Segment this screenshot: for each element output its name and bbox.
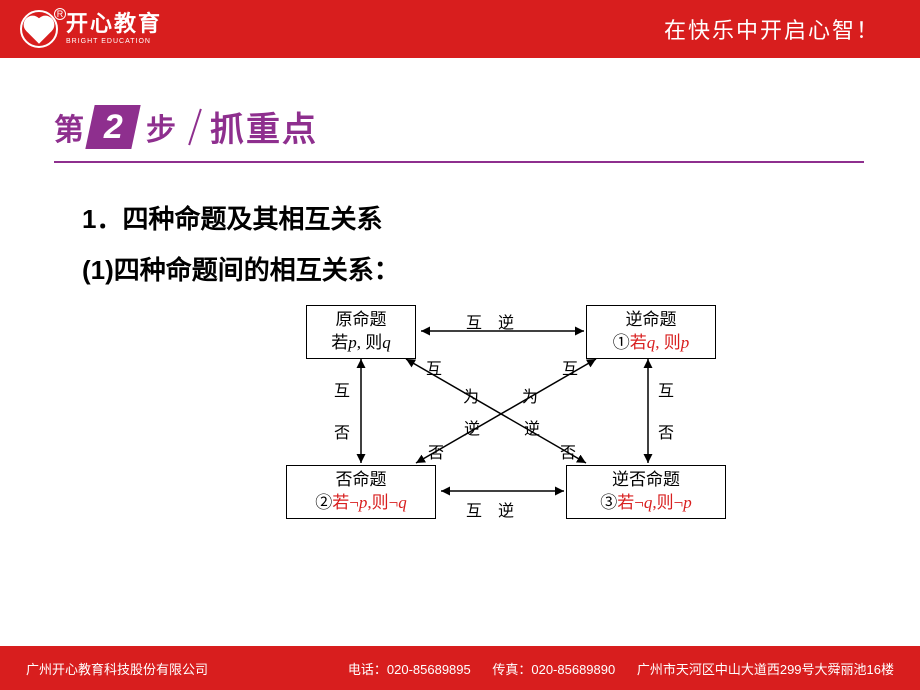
node-converse: 逆命题 ①若q, 则p xyxy=(586,305,716,359)
node-negation: 否命题 ②若¬p,则¬q xyxy=(286,465,436,519)
header-slogan: 在快乐中开启心智！ xyxy=(664,13,880,45)
heading-underline xyxy=(54,161,864,163)
label-right-2: 否 xyxy=(658,419,674,443)
label-d2c: 逆 xyxy=(464,415,480,439)
footer-fax: 传真：020-85689890 xyxy=(492,662,615,677)
section-heading-2: (1)四种命题间的相互关系： xyxy=(82,250,920,287)
label-d2b: 为 xyxy=(522,383,538,407)
logo-text: 开心教育 BRIGHT EDUCATION xyxy=(66,13,162,45)
label-top: 互 逆 xyxy=(466,309,514,333)
proposition-diagram: 原命题 若p, 则q 逆命题 ①若q, 则p 否命题 ②若¬p,则¬q 逆否命题… xyxy=(266,305,736,525)
label-left-2: 否 xyxy=(334,419,350,443)
label-bottom: 互 逆 xyxy=(466,497,514,521)
footer-address: 广州市天河区中山大道西299号大舜丽池16楼 xyxy=(637,662,894,677)
footer-phone: 电话：020-85689895 xyxy=(348,662,471,677)
step-heading: 第 2 步 抓重点 xyxy=(54,102,920,151)
step-bu: 步 xyxy=(146,105,176,149)
step-number-badge: 2 xyxy=(85,105,140,149)
step-di: 第 xyxy=(54,105,84,149)
step-title: 抓重点 xyxy=(210,102,318,151)
logo-heart-icon: R xyxy=(20,10,58,48)
label-d2d: 否 xyxy=(428,439,444,463)
label-d2a: 互 xyxy=(562,355,578,379)
header-bar: R 开心教育 BRIGHT EDUCATION 在快乐中开启心智！ xyxy=(0,0,920,58)
footer-company: 广州开心教育科技股份有限公司 xyxy=(26,659,208,678)
label-d1a: 互 xyxy=(426,355,442,379)
label-d1c: 逆 xyxy=(524,415,540,439)
logo-cn: 开心教育 xyxy=(66,13,162,35)
section-heading-1: 1．四种命题及其相互关系 xyxy=(82,199,920,236)
logo: R 开心教育 BRIGHT EDUCATION xyxy=(20,10,162,48)
footer-contact: 电话：020-85689895 传真：020-85689890 广州市天河区中山… xyxy=(330,659,894,678)
content-area: 1．四种命题及其相互关系 (1)四种命题间的相互关系： xyxy=(82,199,920,525)
label-d1d: 否 xyxy=(560,439,576,463)
label-right-1: 互 xyxy=(658,377,674,401)
node-original: 原命题 若p, 则q xyxy=(306,305,416,359)
divider-slash-icon xyxy=(188,108,202,145)
label-left-1: 互 xyxy=(334,377,350,401)
node-contrapositive: 逆否命题 ③若¬q,则¬p xyxy=(566,465,726,519)
footer-bar: 广州开心教育科技股份有限公司 电话：020-85689895 传真：020-85… xyxy=(0,646,920,690)
logo-en: BRIGHT EDUCATION xyxy=(66,38,162,45)
label-d1b: 为 xyxy=(463,383,479,407)
registered-icon: R xyxy=(54,8,66,20)
